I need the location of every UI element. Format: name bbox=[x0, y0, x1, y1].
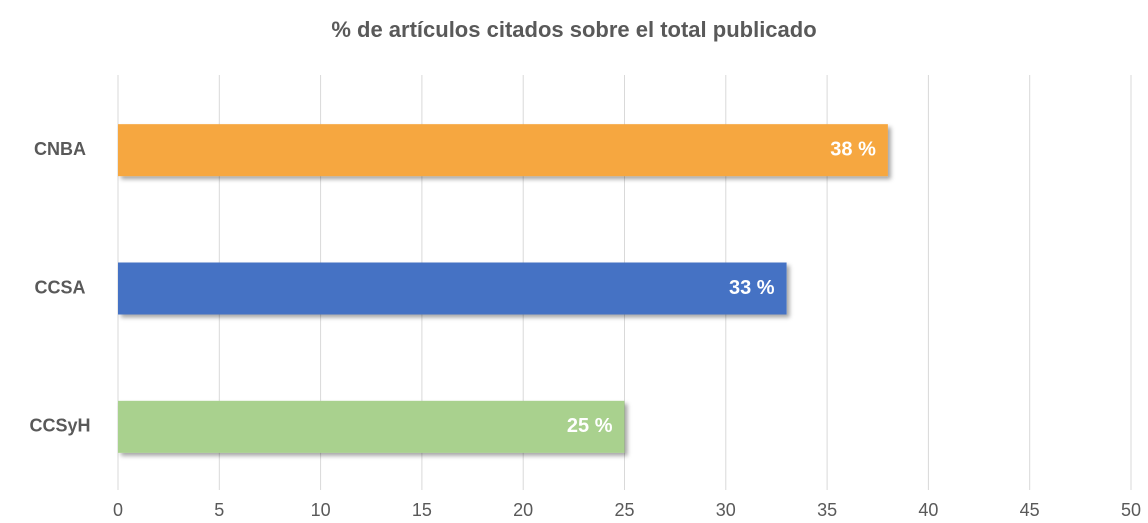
data-label: 38 % bbox=[830, 138, 876, 160]
x-tick-label: 25 bbox=[614, 500, 634, 520]
x-tick-label: 50 bbox=[1121, 500, 1141, 520]
x-tick-label: 5 bbox=[214, 500, 224, 520]
y-tick-label: CNBA bbox=[34, 139, 86, 159]
bar bbox=[118, 124, 888, 177]
x-tick-label: 15 bbox=[412, 500, 432, 520]
x-tick-label: 10 bbox=[311, 500, 331, 520]
data-label: 25 % bbox=[567, 415, 613, 437]
data-label: 33 % bbox=[729, 277, 775, 299]
x-tick-label: 35 bbox=[817, 500, 837, 520]
x-tick-label: 20 bbox=[513, 500, 533, 520]
x-tick-label: 30 bbox=[716, 500, 736, 520]
y-tick-label: CCSA bbox=[34, 277, 85, 297]
chart-title: % de artículos citados sobre el total pu… bbox=[331, 17, 816, 42]
bar bbox=[118, 400, 625, 453]
y-tick-label: CCSyH bbox=[29, 416, 90, 436]
x-tick-label: 0 bbox=[113, 500, 123, 520]
bar bbox=[118, 262, 787, 315]
x-tick-label: 40 bbox=[918, 500, 938, 520]
x-tick-label: 45 bbox=[1020, 500, 1040, 520]
